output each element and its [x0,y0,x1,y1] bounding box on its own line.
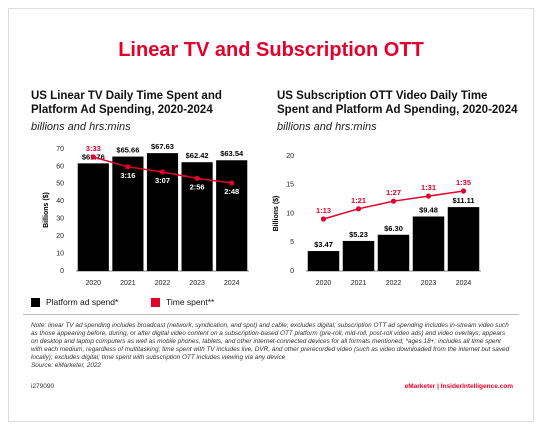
line-point [229,180,235,186]
x-tick-label: 2022 [155,280,171,287]
y-tick-label: 60 [56,163,64,170]
x-tick-label: 2020 [86,280,102,287]
value-label: $63.54 [220,149,244,158]
value-label: $3.47 [314,240,333,249]
line-value-label: 1:27 [386,188,401,197]
y-tick-label: 0 [290,268,294,275]
x-tick-label: 2021 [351,280,367,287]
x-tick-label: 2020 [316,280,332,287]
legend-label: Time spent** [166,297,215,307]
bar [112,156,144,271]
divider [23,314,519,315]
line-point [425,193,432,199]
page-title: Linear TV and Subscription OTT [118,39,424,61]
value-label: $5.23 [349,230,368,239]
line-point [194,175,200,181]
y-tick-label: 40 [56,198,64,205]
bar [307,251,340,271]
y-tick-label: 30 [56,216,64,223]
legend-swatch [151,298,160,308]
y-tick-label: 10 [286,210,294,217]
x-tick-label: 2023 [189,280,205,287]
y-tick-label: 0 [60,268,64,275]
legend-swatch [31,298,40,308]
line-point [90,154,96,160]
y-tick-label: 50 [56,181,64,188]
legend-item: Time spent** [151,297,215,308]
line-value-label: 1:31 [421,183,436,192]
line-value-label: 2:56 [190,182,205,191]
line-value-label: 3:07 [155,176,170,185]
line-value-label: 1:35 [456,178,471,187]
bar [216,160,248,271]
legend-item: Platform ad spend* [31,297,119,308]
line-value-label: 3:16 [120,171,135,180]
line-point [125,164,131,170]
y-tick-label: 20 [56,233,64,240]
line-point [320,216,327,222]
bar [342,240,375,271]
line-value-label: 2:48 [224,187,239,196]
x-tick-label: 2022 [386,280,402,287]
line-value-label: 1:21 [351,196,366,205]
legend-label: Platform ad spend* [46,297,119,307]
x-tick-label: 2021 [120,280,136,287]
line-value-label: 3:33 [86,144,101,153]
line-point [159,169,166,175]
line-value-label: 1:13 [316,206,331,215]
footer: eMarketer | InsiderIntelligence.com [404,383,513,390]
source: Source: eMarketer, 2022 [31,362,101,369]
bar [377,234,410,271]
value-label: $67.63 [151,142,174,151]
y-tick-label: 70 [56,146,64,153]
value-label: $6.30 [384,224,403,233]
charts: Billions ($)010203040506070$61.762020$65… [43,142,481,287]
note: Note: linear TV ad spending includes bro… [31,322,510,361]
value-label: $11.11 [452,196,474,205]
x-tick-label: 2024 [224,280,240,287]
line-point [390,198,397,204]
value-label: $65.66 [116,146,139,155]
bar [77,163,109,271]
line-point [460,188,467,194]
y-axis-label: Billions ($) [273,196,280,232]
x-tick-label: 2024 [456,280,472,287]
value-label: $9.48 [419,205,438,214]
report-id: i279090 [31,383,55,390]
y-tick-label: 5 [290,239,294,246]
card: Linear TV and Subscription OTT US Linear… [8,8,534,422]
bar [447,207,480,271]
chart-title: US Linear TV Daily Time Spent and Platfo… [31,90,222,116]
y-axis-label: Billions ($) [43,192,50,228]
y-tick-label: 20 [286,153,294,160]
y-tick-label: 10 [56,250,64,257]
bar [412,216,445,271]
value-label: $62.42 [186,151,209,160]
line-point [355,206,362,212]
chart-subtitle: billions and hrs:mins [31,121,131,133]
chart-title: US Subscription OTT Video Daily Time Spe… [277,90,518,116]
x-tick-label: 2023 [421,280,437,287]
y-tick-label: 15 [286,182,294,189]
chart-subtitle: billions and hrs:mins [277,121,377,133]
